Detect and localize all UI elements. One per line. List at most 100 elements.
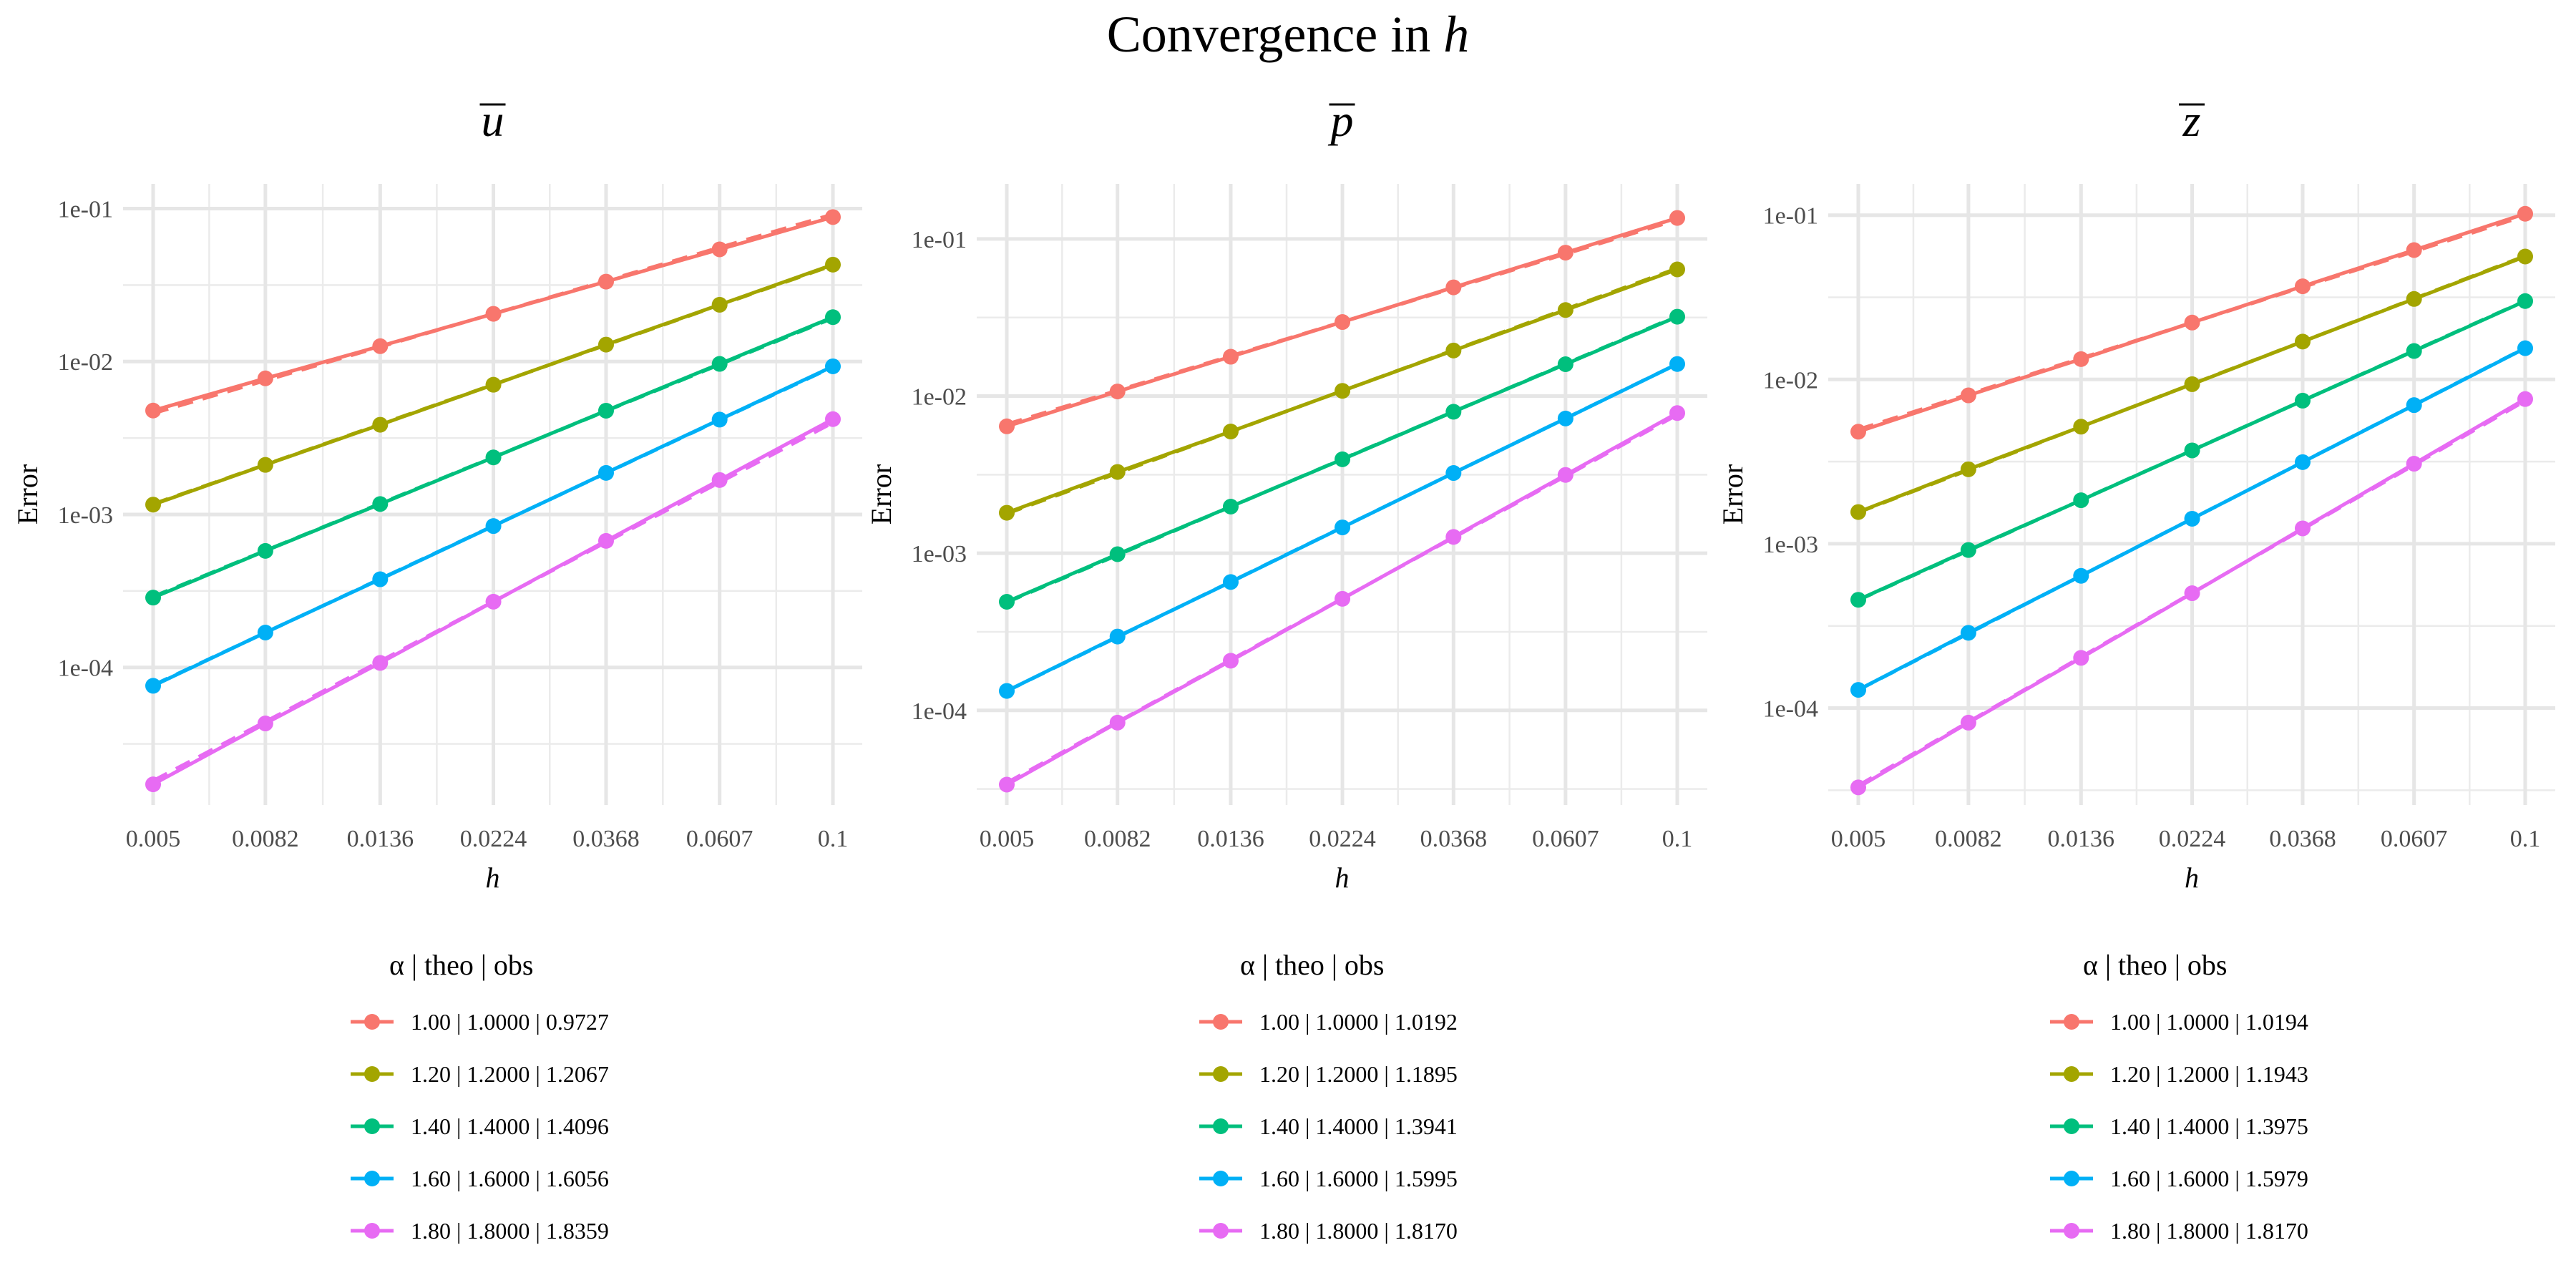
- data-point: [2406, 397, 2422, 414]
- data-point: [2517, 340, 2533, 356]
- data-point: [597, 532, 614, 549]
- data-point: [1669, 261, 1685, 278]
- data-point: [825, 411, 841, 427]
- data-point: [999, 683, 1015, 699]
- data-point: [2294, 333, 2311, 350]
- data-point: [1335, 383, 1351, 399]
- data-point: [2517, 293, 2533, 309]
- data-point: [999, 418, 1015, 434]
- data-point: [1445, 279, 1462, 296]
- data-point: [1445, 342, 1462, 358]
- data-point: [1850, 592, 1866, 608]
- panel-title: z: [2182, 95, 2201, 146]
- data-point: [2294, 454, 2311, 470]
- x-tick-label: 0.005: [1831, 826, 1886, 852]
- data-point: [825, 256, 841, 273]
- legend-item: 1.00 | 1.0000 | 1.0194: [2050, 1009, 2308, 1035]
- legend-key-point: [1213, 1118, 1229, 1134]
- legend-label: 1.60 | 1.6000 | 1.5995: [1259, 1166, 1458, 1191]
- legend-label: 1.00 | 1.0000 | 1.0194: [2110, 1009, 2308, 1035]
- series-1.60: [145, 358, 841, 694]
- legend-label: 1.00 | 1.0000 | 1.0192: [1259, 1009, 1458, 1035]
- series-1.80: [145, 411, 841, 793]
- data-point: [1850, 779, 1866, 796]
- data-point: [825, 358, 841, 374]
- x-tick-label: 0.0224: [1309, 826, 1376, 852]
- legend-key-point: [1213, 1171, 1229, 1186]
- data-point: [1445, 404, 1462, 420]
- data-point: [825, 209, 841, 225]
- data-point: [485, 376, 502, 393]
- data-point: [2184, 585, 2200, 602]
- panel-z: 1e-01 1e-02 1e-03 1e-04 0.005 0.0082 0.0136 0.0…: [1717, 95, 2555, 1244]
- x-tick-label: 0.0368: [572, 826, 640, 852]
- legend-key-point: [1213, 1066, 1229, 1082]
- data-point: [1669, 356, 1685, 372]
- data-point: [2406, 242, 2422, 258]
- data-point: [597, 336, 614, 353]
- data-point: [485, 306, 502, 322]
- data-point: [1109, 464, 1126, 480]
- data-point: [257, 457, 273, 473]
- legend-item: 1.20 | 1.2000 | 1.1895: [1199, 1061, 1458, 1087]
- data-point: [1669, 308, 1685, 325]
- data-point: [145, 402, 161, 419]
- legend-item: 1.80 | 1.8000 | 1.8359: [351, 1218, 609, 1244]
- legend-label: 1.20 | 1.2000 | 1.1895: [1259, 1061, 1458, 1087]
- data-point: [2406, 343, 2422, 359]
- data-point: [1335, 451, 1351, 467]
- y-tick-label: 1e-01: [912, 227, 967, 253]
- x-tick-label: 0.0368: [1420, 826, 1488, 852]
- y-tick-label: 1e-02: [912, 384, 967, 411]
- y-axis-label: Error: [1717, 464, 1749, 525]
- data-point: [1557, 245, 1574, 261]
- x-tick-label: 0.0607: [686, 826, 753, 852]
- data-point: [999, 776, 1015, 793]
- data-point: [1445, 465, 1462, 482]
- legend-label: 1.80 | 1.8000 | 1.8170: [1259, 1218, 1458, 1244]
- data-point: [1109, 546, 1126, 562]
- x-axis-label: h: [2185, 862, 2199, 894]
- data-point: [1557, 302, 1574, 318]
- legend-label: 1.40 | 1.4000 | 1.3941: [1259, 1113, 1458, 1139]
- legend-label: 1.80 | 1.8000 | 1.8170: [2110, 1218, 2308, 1244]
- data-point: [145, 678, 161, 694]
- data-point: [2073, 419, 2089, 435]
- data-point: [1222, 574, 1239, 590]
- legend-key-point: [1213, 1223, 1229, 1239]
- data-point: [2073, 492, 2089, 509]
- y-tick-label: 1e-04: [1763, 696, 1818, 723]
- data-point: [1960, 542, 1976, 558]
- y-axis-label: Error: [11, 464, 44, 525]
- x-tick-label: 0.0082: [232, 826, 299, 852]
- legend-item: 1.60 | 1.6000 | 1.6056: [351, 1166, 609, 1191]
- data-point: [2184, 376, 2200, 392]
- legend-title: α | theo | obs: [1240, 949, 1384, 981]
- data-point: [2184, 510, 2200, 527]
- figure-title-text: Convergence in: [1107, 6, 1431, 63]
- data-point: [1557, 467, 1574, 483]
- data-point: [597, 273, 614, 290]
- data-point: [1850, 682, 1866, 698]
- y-tick-label: 1e-01: [58, 196, 113, 223]
- data-point: [1109, 384, 1126, 400]
- legend-title: α | theo | obs: [389, 949, 533, 981]
- series-1.80: [999, 405, 1685, 793]
- legend-label: 1.40 | 1.4000 | 1.3975: [2110, 1113, 2308, 1139]
- data-point: [1960, 461, 1976, 477]
- x-tick-label: 0.0368: [2269, 826, 2336, 852]
- y-tick-label: 1e-02: [1763, 367, 1818, 394]
- y-tick-label: 1e-01: [1763, 203, 1818, 230]
- legend-key-point: [1213, 1014, 1229, 1030]
- y-axis-label: Error: [865, 464, 897, 525]
- legend-title: α | theo | obs: [2083, 949, 2227, 981]
- data-point: [1222, 348, 1239, 365]
- x-axis-label: h: [486, 862, 500, 894]
- legend-key-point: [364, 1171, 380, 1186]
- series-1.40: [145, 309, 841, 606]
- data-point: [711, 411, 728, 428]
- legend-key-point: [364, 1066, 380, 1082]
- data-point: [372, 496, 389, 512]
- series-1.60: [999, 356, 1685, 699]
